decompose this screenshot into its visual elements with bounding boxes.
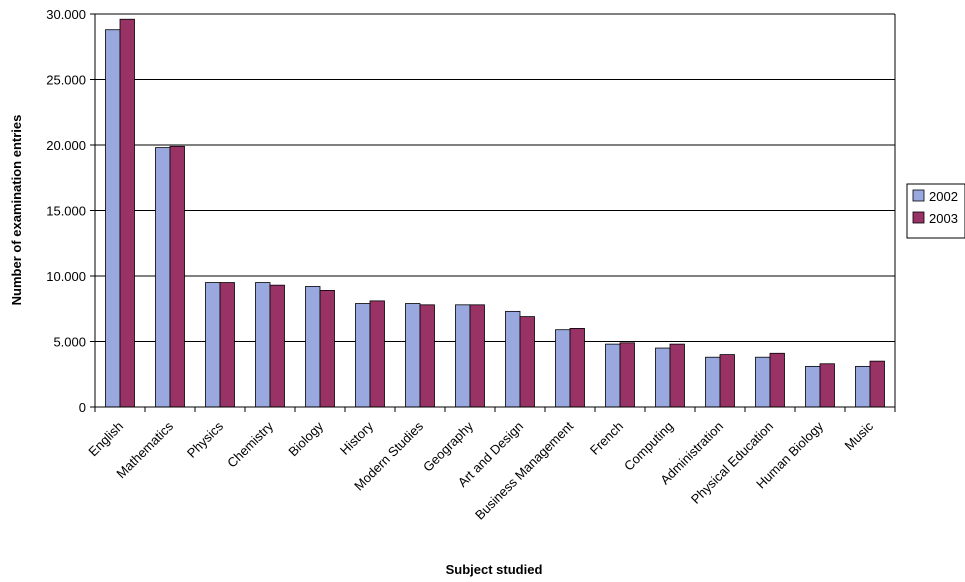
bar-2003 [719,354,735,408]
y-tick-label: 5.000 [53,335,86,350]
x-tick-label: History [337,418,377,458]
x-tick-label: Music [842,418,877,453]
x-tick-label: French [587,419,626,458]
bar-2003 [519,316,535,408]
bar-2002 [805,365,821,408]
bar-2003 [419,304,435,408]
bar-2003 [819,363,835,408]
x-tick-label: Physics [184,418,227,461]
bar-2002 [755,356,771,408]
x-tick-label: Business Management [472,418,576,522]
y-tick-label: 25.000 [46,73,86,88]
x-tick-label: Biology [285,418,326,459]
y-tick-label: 20.000 [46,138,86,153]
bar-2003 [219,282,235,408]
bar-2002 [405,303,421,408]
legend: 2002 2003 [906,183,965,239]
bar-2002 [155,147,171,408]
legend-label-2002: 2002 [929,189,958,204]
x-tick-label: Chemistry [224,418,276,470]
bar-2003 [619,342,635,408]
y-tick-label: 15.000 [46,204,86,219]
bar-2002 [605,343,621,408]
bar-2002 [255,282,271,408]
legend-swatch-2002 [912,189,925,202]
bar-2003 [169,145,185,408]
bar-2003 [769,352,785,408]
bar-2002 [705,356,721,408]
bar-2002 [105,29,121,408]
bar-2002 [855,365,871,408]
bar-2002 [205,282,221,408]
y-tick-label: 0 [79,400,86,415]
x-axis-title: Subject studied [446,562,543,577]
bar-2002 [555,329,571,408]
bar-2003 [319,290,335,408]
y-ticks: 0 5.000 10.000 15.000 20.000 25.000 30.000 [46,7,95,415]
bar-2003 [119,18,135,408]
legend-swatch-2003 [912,211,925,224]
bar-2002 [355,303,371,408]
y-axis-title: Number of examination entries [9,115,24,306]
legend-label-2003: 2003 [929,211,958,226]
bar-2002 [505,310,521,408]
bar-2002 [455,304,471,408]
y-tick-label: 10.000 [46,269,86,284]
bars [105,18,885,408]
bar-2002 [655,347,671,408]
bar-2003 [269,284,285,408]
bar-2003 [569,327,585,408]
gridlines [95,13,896,407]
bar-2003 [669,343,685,408]
y-tick-label: 30.000 [46,7,86,22]
bar-2003 [469,304,485,408]
bar-2003 [869,360,885,408]
bar-2003 [369,300,385,408]
x-tick-label: English [85,419,126,460]
bar-2002 [305,286,321,408]
